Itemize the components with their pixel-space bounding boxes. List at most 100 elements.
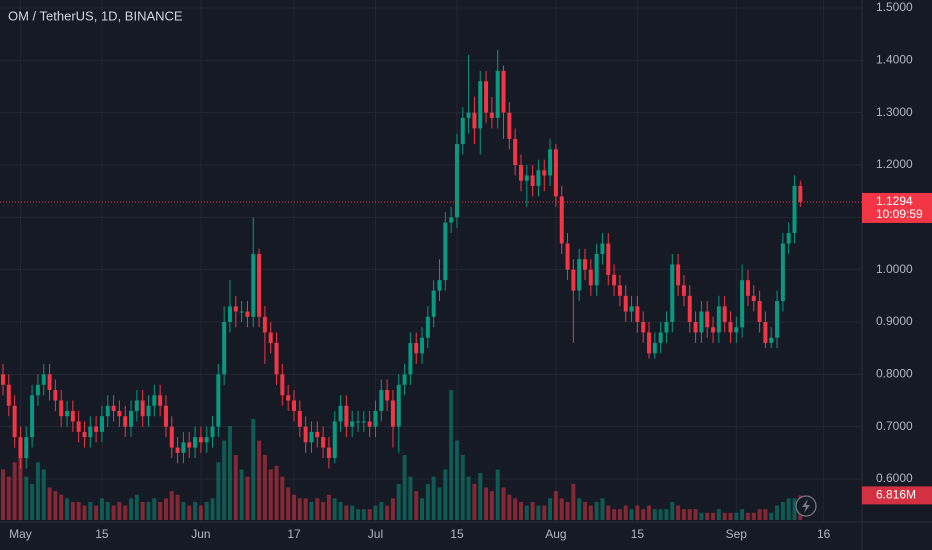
y-tick-label: 0.9000: [876, 314, 913, 328]
volume-bar: [489, 491, 494, 520]
volume-bar: [449, 390, 454, 520]
x-tick-label: 16: [817, 527, 831, 541]
volume-bar: [152, 498, 157, 520]
candle-body: [70, 410, 75, 422]
last-price-label: 1.1294: [876, 194, 913, 208]
candle-body: [658, 332, 663, 343]
volume-bar: [280, 476, 285, 520]
candle-body: [82, 431, 87, 438]
volume-bar: [245, 476, 250, 520]
volume-bar: [437, 487, 442, 520]
candle-body: [472, 112, 477, 129]
volume-bar: [728, 512, 733, 520]
volume-bar: [35, 462, 40, 520]
candle-body: [198, 437, 203, 443]
volume-bar: [233, 455, 238, 520]
x-tick-label: May: [9, 527, 32, 541]
candle-body: [326, 447, 331, 459]
candle-body: [449, 217, 454, 223]
candle-body: [798, 185, 803, 202]
volume-bar: [693, 509, 698, 520]
volume-bar: [431, 476, 436, 520]
volume-bar: [745, 512, 750, 520]
candle-body: [530, 175, 535, 186]
volume-bar: [268, 469, 273, 520]
volume-bar: [169, 491, 174, 520]
grid: [0, 0, 862, 522]
candle-body: [443, 222, 448, 281]
volume-bar: [495, 469, 500, 520]
candle-body: [454, 144, 459, 218]
candle-body: [239, 311, 244, 313]
candle-body: [134, 400, 139, 411]
candle-body: [786, 233, 791, 244]
candle-body: [344, 405, 349, 427]
candle-body: [111, 405, 116, 411]
candle-body: [402, 374, 407, 385]
candle-body: [489, 112, 494, 118]
volume-bar: [344, 505, 349, 520]
candle-body: [257, 253, 262, 317]
candle-body: [361, 421, 366, 423]
volume-bar: [780, 501, 785, 520]
candle-body: [356, 421, 361, 423]
candle-body: [792, 185, 797, 234]
volume-bar: [507, 494, 512, 520]
volume-bar: [181, 501, 186, 520]
candle-body: [588, 269, 593, 286]
candle-body: [105, 405, 110, 417]
candle-body: [670, 264, 675, 322]
candle-body: [734, 327, 739, 333]
candle-body: [94, 426, 99, 432]
volume-bar: [623, 505, 628, 520]
volume-bar: [65, 498, 70, 520]
candle-body: [740, 280, 745, 328]
candle-body: [571, 269, 576, 291]
candle-body: [606, 243, 611, 275]
y-tick-label: 0.8000: [876, 367, 913, 381]
x-tick-label: Jul: [368, 527, 383, 541]
volume-bar: [396, 483, 401, 520]
candle-body: [332, 421, 337, 459]
candle-body: [373, 410, 378, 427]
candle-body: [338, 405, 343, 422]
volume-bar: [542, 505, 547, 520]
volume-bar: [390, 498, 395, 520]
candle-body: [367, 421, 372, 427]
candle-body: [385, 390, 390, 401]
candle-body: [728, 322, 733, 333]
volume-bar: [210, 498, 215, 520]
volume-bar: [361, 509, 366, 520]
candle-body: [286, 395, 291, 401]
volume-bar: [676, 505, 681, 520]
volume-bar: [536, 505, 541, 520]
y-tick-label: 1.0000: [876, 262, 913, 276]
volume-bar: [53, 491, 58, 520]
candle-body: [780, 243, 785, 302]
candle-body: [76, 421, 81, 432]
x-tick-label: Jun: [191, 527, 210, 541]
candle-body: [158, 395, 163, 406]
volume-bar: [286, 487, 291, 520]
volume-bar: [716, 509, 721, 520]
volume-layer: [1, 390, 803, 520]
volume-bar: [588, 505, 593, 520]
candle-body: [623, 295, 628, 312]
candle-body: [676, 264, 681, 286]
volume-bar: [559, 498, 564, 520]
x-tick-label: 15: [450, 527, 464, 541]
candle-body: [379, 390, 384, 411]
volume-bar: [175, 494, 180, 520]
candle-body: [699, 311, 704, 333]
volume-bar: [513, 498, 518, 520]
volume-bar: [454, 440, 459, 520]
candle-body: [460, 117, 465, 145]
volume-bar: [216, 462, 221, 520]
candle-body: [303, 426, 308, 443]
candle-body: [577, 259, 582, 291]
candle-body: [41, 374, 46, 385]
x-tick-label: Sep: [726, 527, 748, 541]
volume-bar: [769, 512, 774, 520]
